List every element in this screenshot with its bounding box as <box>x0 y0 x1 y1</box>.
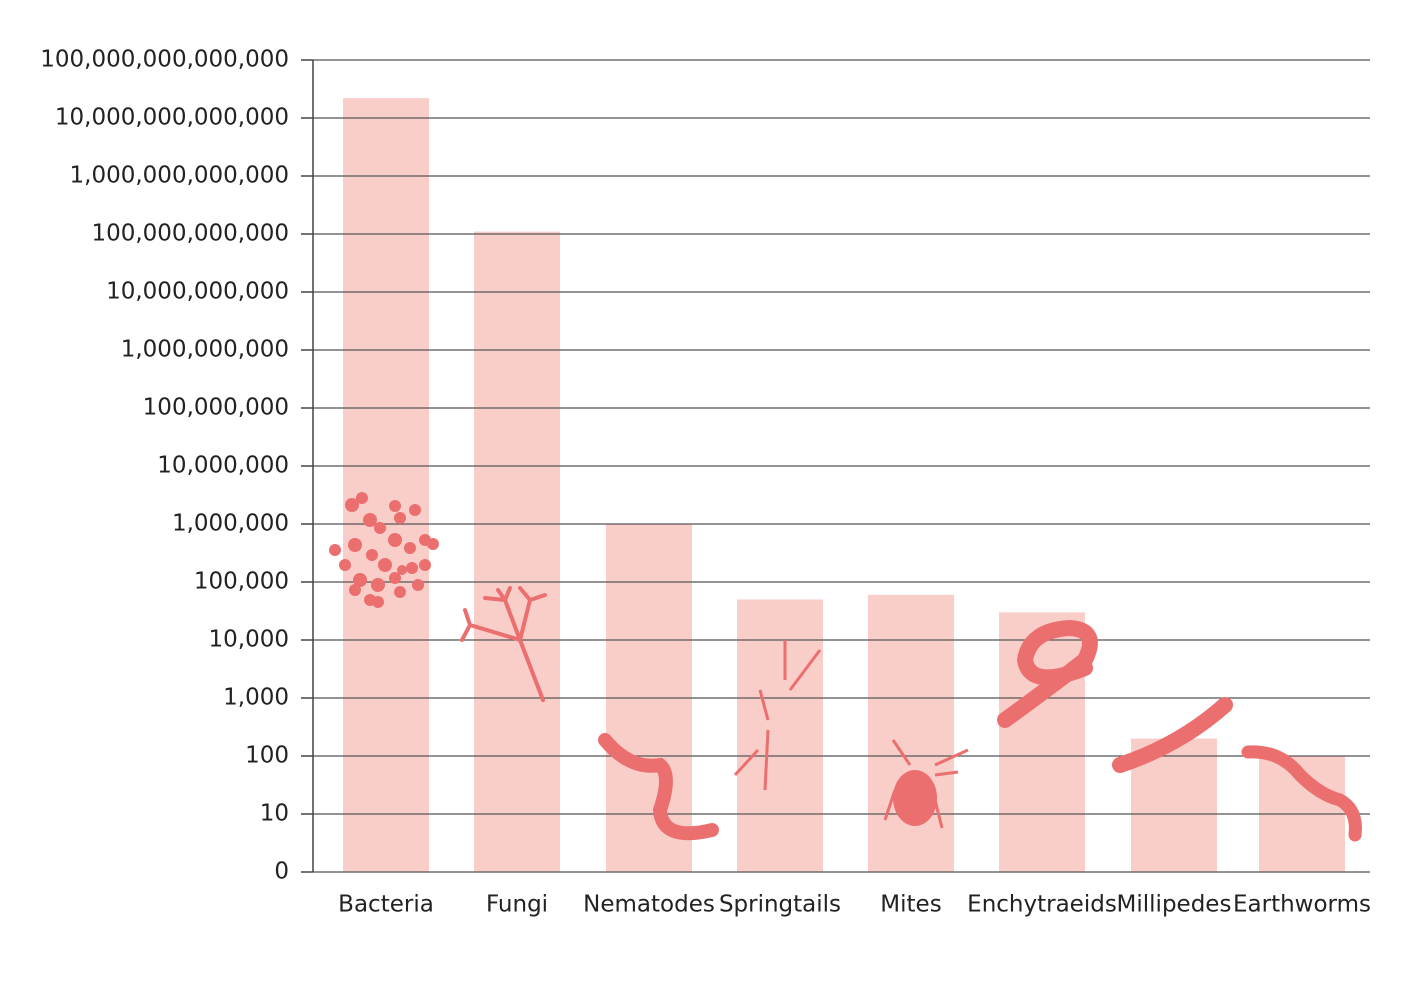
bar <box>474 231 560 872</box>
y-tick-label: 100,000 <box>194 569 289 595</box>
y-tick-label: 1,000,000 <box>172 511 289 537</box>
y-tick-label: 10,000 <box>209 627 289 653</box>
earthworm-icon <box>1241 745 1362 842</box>
x-tick-label: Nematodes <box>583 892 715 918</box>
x-tick-label: Mites <box>880 892 941 918</box>
enchytraeid-icon <box>997 619 1098 728</box>
y-tick-label: 0 <box>274 859 289 885</box>
y-tick-label: 10,000,000,000,000 <box>55 105 289 131</box>
millipede-icon <box>1112 697 1233 773</box>
bar-layer <box>343 98 1345 873</box>
y-tick-label: 10,000,000 <box>157 453 289 479</box>
bar <box>343 98 429 873</box>
y-tick-label: 100,000,000,000 <box>91 221 289 247</box>
springtail-icon <box>733 640 822 791</box>
nematode-icon <box>598 733 719 841</box>
y-tick-label: 1,000,000,000,000 <box>70 163 289 189</box>
x-tick-label: Bacteria <box>338 892 434 918</box>
y-tick-label: 100,000,000,000,000 <box>40 47 289 73</box>
bar <box>868 594 954 872</box>
bacteria-icon <box>329 492 439 608</box>
y-tick-label: 100,000,000 <box>143 395 289 421</box>
y-tick-label: 1,000,000,000 <box>121 337 289 363</box>
x-tick-label: Fungi <box>486 892 548 918</box>
y-tick-label: 100 <box>245 743 289 769</box>
bar <box>737 599 823 872</box>
y-tick-label: 10,000,000,000 <box>106 279 289 305</box>
x-tick-label: Millipedes <box>1117 892 1232 918</box>
organism-icons <box>329 492 1362 842</box>
x-tick-label: Earthworms <box>1233 892 1371 918</box>
y-tick-label: 10 <box>260 801 289 827</box>
x-tick-label: Enchytraeids <box>967 892 1117 918</box>
bar <box>999 612 1085 872</box>
mite-icon <box>883 739 969 829</box>
fungi-icon <box>460 586 547 702</box>
y-tick-label: 1,000 <box>223 685 289 711</box>
x-tick-label: Springtails <box>719 892 841 918</box>
grid-layer <box>313 59 1370 873</box>
